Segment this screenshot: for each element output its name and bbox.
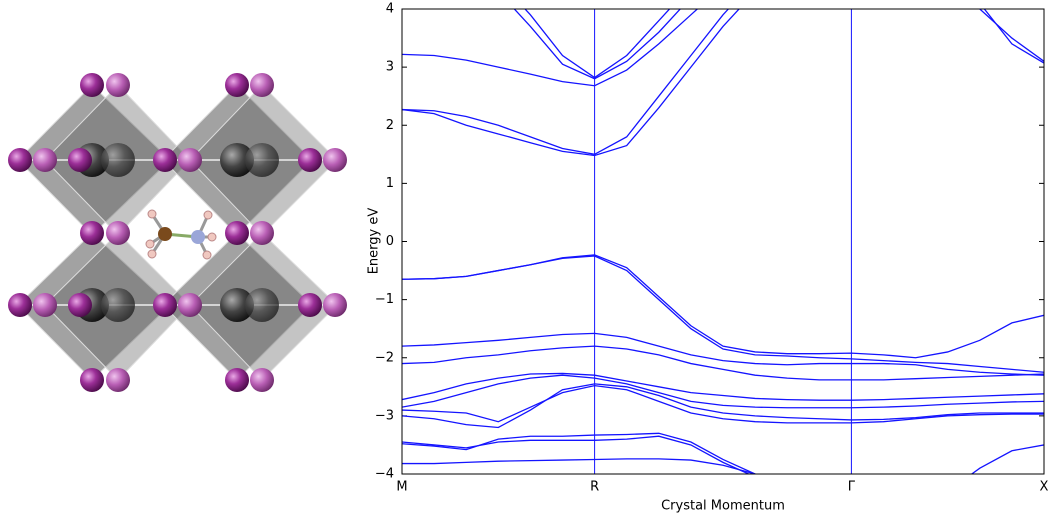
h-atom: [148, 210, 156, 218]
i-atom: [225, 368, 249, 392]
n-atom: [191, 230, 205, 244]
h-atom: [203, 251, 211, 259]
plot-area: [402, 0, 1044, 491]
i-atom: [298, 293, 322, 317]
i-atom: [323, 293, 347, 317]
h-atom: [146, 240, 154, 248]
i-atom: [250, 73, 274, 97]
y-tick-label: 3: [386, 60, 394, 75]
x-tick-label: R: [590, 480, 599, 495]
i-atom: [33, 293, 57, 317]
band-line: [402, 375, 1044, 408]
i-atom: [68, 293, 92, 317]
i-atom: [80, 221, 104, 245]
i-atom: [178, 293, 202, 317]
c-atom: [158, 227, 172, 241]
y-tick-label: −3: [375, 408, 394, 423]
i-atom: [8, 293, 32, 317]
h-atom: [204, 211, 212, 219]
i-atom: [153, 293, 177, 317]
crystal-structure: [8, 73, 347, 392]
i-atom: [33, 148, 57, 172]
i-atom: [225, 221, 249, 245]
i-atom: [106, 221, 130, 245]
i-atom: [225, 73, 249, 97]
i-atom: [106, 368, 130, 392]
pb-atom: [101, 143, 135, 177]
i-atom: [250, 221, 274, 245]
y-tick-label: 4: [386, 2, 394, 17]
x-axis-label: Crystal Momentum: [661, 499, 785, 514]
y-axis-label: Energy eV: [367, 208, 382, 275]
pb-atom: [245, 143, 279, 177]
band-line: [402, 0, 755, 154]
band-line: [948, 445, 1044, 492]
y-tick-label: −4: [375, 467, 394, 482]
band-line: [402, 0, 723, 86]
page: Energy eV Crystal Momentum −4 −3 −2 −1 0 1 2 3 4…: [0, 0, 1050, 518]
i-atom: [298, 148, 322, 172]
y-tick-label: −1: [375, 292, 394, 307]
x-tick-label: X: [1040, 480, 1049, 495]
i-atom: [323, 148, 347, 172]
molecule: [146, 210, 216, 259]
i-atom: [250, 368, 274, 392]
y-tick-label: 1: [386, 176, 394, 191]
pb-atom: [101, 288, 135, 322]
h-atom: [208, 233, 216, 241]
band-line: [402, 0, 755, 155]
i-atom: [80, 73, 104, 97]
band-structure-chart: Energy eV Crystal Momentum −4 −3 −2 −1 0 1 2 3 4…: [367, 0, 1049, 513]
band-line: [980, 9, 1044, 61]
i-atom: [178, 148, 202, 172]
x-tick-label: Γ: [848, 480, 856, 495]
i-atom: [8, 148, 32, 172]
i-atom: [153, 148, 177, 172]
x-tick-label: M: [396, 480, 407, 495]
i-atom: [80, 368, 104, 392]
y-tick-label: 0: [386, 234, 394, 249]
h-atom: [148, 250, 156, 258]
i-atom: [68, 148, 92, 172]
y-tick-label: 2: [386, 118, 394, 133]
i-atom: [106, 73, 130, 97]
pb-atom: [245, 288, 279, 322]
y-tick-label: −2: [375, 350, 394, 365]
